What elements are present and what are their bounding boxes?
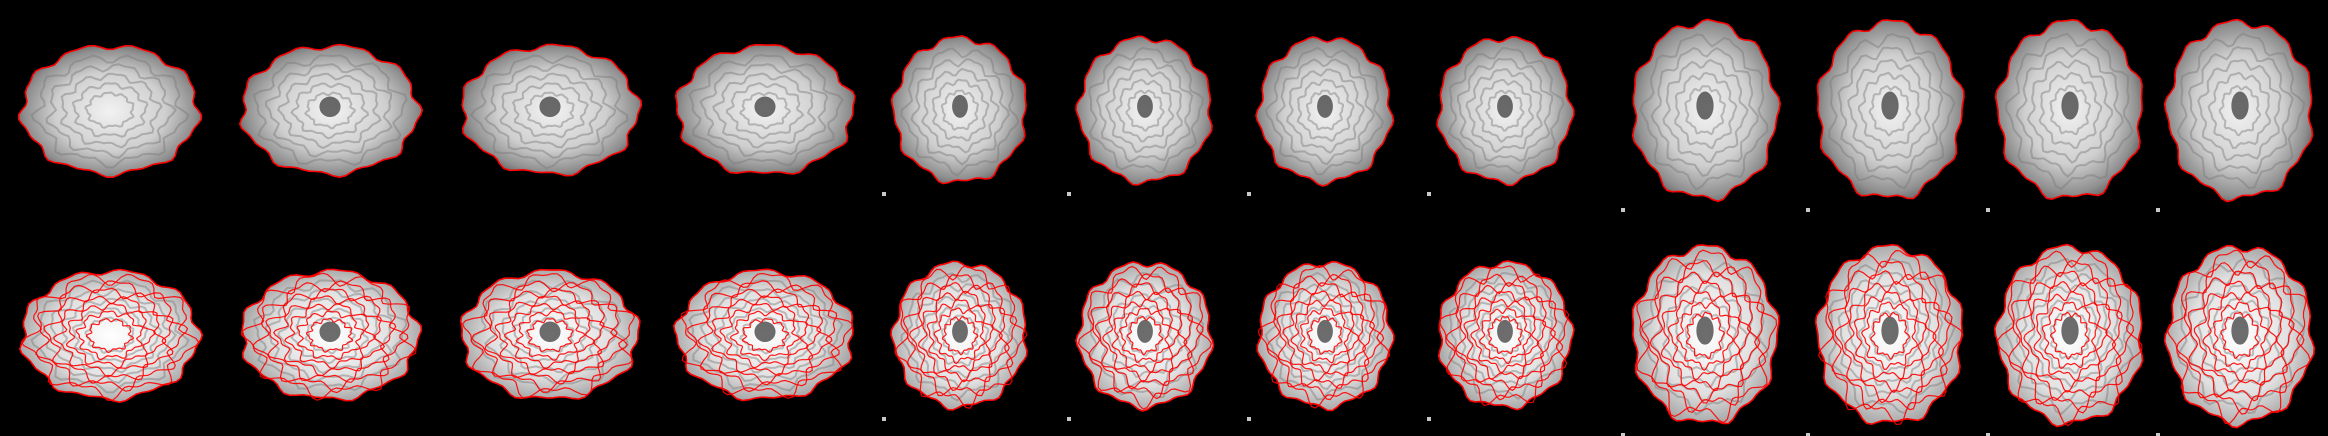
marker-dot [1067,417,1071,421]
axial-slice [1806,19,1965,212]
marker-dot [2156,433,2160,436]
coronal-slice [882,35,1027,196]
bottom-row [18,243,2316,436]
coronal-slice [1067,35,1213,196]
sagittal-slice [18,268,204,404]
coronal-slice [1427,35,1575,196]
marker-dot [1621,208,1625,212]
sagittal-slice [674,43,856,175]
marker-dot [1067,192,1071,196]
marker-dot [882,192,886,196]
coronal-slice [1067,261,1215,421]
axial-slice [1806,243,1964,436]
marker-dot [1986,208,1990,212]
marker-dot [882,417,886,421]
marker-dot [1986,433,1990,436]
marker-dot [1806,433,1810,436]
marker-dot [1806,208,1810,212]
coronal-slice [882,260,1028,421]
marker-dot [1621,433,1625,436]
marker-dot [1427,417,1431,421]
sagittal-slice [238,43,424,179]
coronal-slice [1427,260,1575,421]
marker-dot [1427,192,1431,196]
top-row [17,18,2314,212]
coronal-slice [1247,260,1395,421]
marker-dot [1247,192,1251,196]
axial-slice [2156,18,2314,212]
axial-slice [2156,244,2316,436]
sagittal-slice [461,43,643,177]
axial-slice [1986,243,2144,436]
sagittal-slice [17,44,203,178]
sagittal-slice [240,268,423,402]
coronal-slice [1247,36,1395,196]
marker-dot [1247,417,1251,421]
sagittal-slice [459,268,641,400]
axial-slice [1621,18,1782,212]
sagittal-slice [672,268,854,402]
axial-slice [1621,244,1780,436]
marker-dot [2156,208,2160,212]
axial-slice [1986,18,2143,212]
